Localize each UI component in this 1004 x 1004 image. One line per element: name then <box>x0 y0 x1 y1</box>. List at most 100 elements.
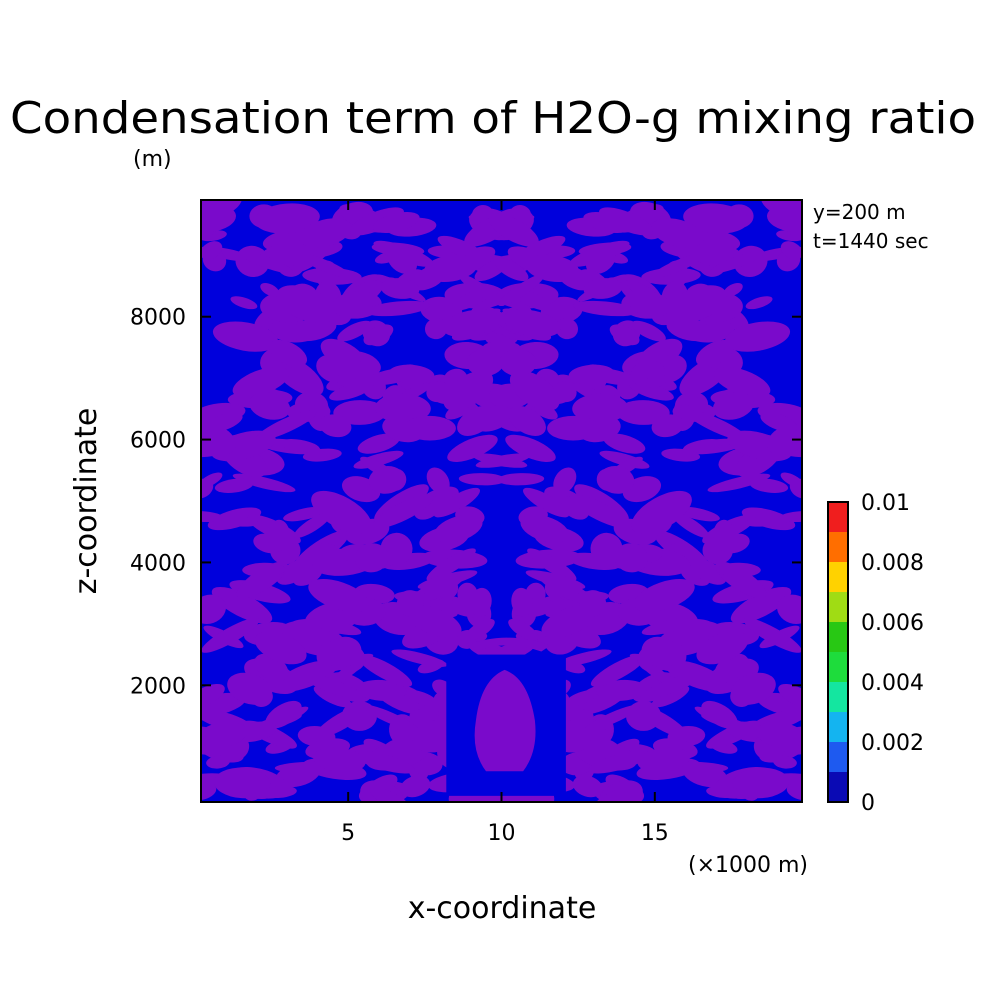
contour-blob <box>433 487 480 518</box>
contour-blob <box>372 211 420 234</box>
contour-blob <box>666 285 727 323</box>
colorbar-tick-label: 0.002 <box>861 731 924 756</box>
x-axis-label: x-coordinate <box>408 891 597 926</box>
contour-blob <box>499 349 537 377</box>
contour-blob <box>631 490 692 534</box>
contour-blob <box>260 282 280 297</box>
contour-blob <box>583 211 631 234</box>
contour-blob <box>400 775 431 798</box>
contour-blob <box>336 374 357 388</box>
contour-blob <box>370 787 411 802</box>
contour-blob <box>405 689 439 707</box>
colorbar-segment <box>828 712 848 742</box>
contour-blob <box>671 512 710 538</box>
x-tick-label: 10 <box>488 821 516 846</box>
contour-blob <box>743 617 802 653</box>
contour-blob <box>249 392 291 420</box>
contour-blob <box>201 204 236 233</box>
contour-blob <box>447 434 498 462</box>
y-tick-label: 8000 <box>130 306 186 331</box>
contour-blob <box>357 654 413 687</box>
contour-blob <box>434 514 483 543</box>
colorbar-segment <box>828 652 848 682</box>
contour-blob <box>585 248 616 275</box>
contour-blob <box>641 636 679 668</box>
contour-blob <box>701 700 738 729</box>
contour-blob <box>362 704 419 732</box>
contour-blob <box>696 631 749 665</box>
contour-blob <box>268 339 308 367</box>
contour-blob <box>319 414 352 438</box>
contour-blob <box>232 473 296 493</box>
contour-blob <box>767 424 802 456</box>
contour-blob <box>651 218 704 248</box>
colorbar-segment <box>828 622 848 652</box>
contour-blob <box>730 672 776 705</box>
contour-blob <box>265 700 302 729</box>
contour-blob <box>572 393 628 424</box>
cloud-cap <box>467 637 551 652</box>
contour-blob <box>458 273 505 307</box>
contour-blob <box>375 393 431 424</box>
contour-blob <box>426 548 476 582</box>
contour-blob <box>256 410 317 441</box>
contour-blob <box>426 467 450 494</box>
contour-blob <box>525 254 580 283</box>
contour-blob <box>777 594 802 624</box>
colorbar-tick-label: 0.004 <box>861 671 924 696</box>
contour-blob <box>555 318 579 340</box>
contour-blob <box>641 618 693 636</box>
colorbar-segment <box>828 562 848 592</box>
contour-blob <box>298 671 363 700</box>
contour-blob <box>205 412 243 432</box>
contour-blob <box>290 317 337 342</box>
contour-blob <box>730 586 792 624</box>
contour-blob <box>470 587 492 617</box>
contour-blob <box>365 300 431 317</box>
contour-blob <box>717 562 761 577</box>
contour-blob <box>508 618 539 641</box>
contour-blob <box>541 604 596 639</box>
contour-blob <box>254 203 320 234</box>
colorbar-tick-label: 0.01 <box>861 491 910 516</box>
colorbar-tick-label: 0.008 <box>861 551 924 576</box>
contour-blob <box>555 649 612 667</box>
contour-blob <box>646 374 667 388</box>
colorbar-frame <box>827 501 849 803</box>
contour-blob <box>293 512 332 538</box>
contour-blob <box>695 339 735 367</box>
contour-blob <box>227 672 273 705</box>
contour-blob <box>713 519 735 551</box>
contour-blob <box>412 720 457 753</box>
contour-blob <box>498 273 545 307</box>
contour-blob <box>380 278 420 299</box>
y-tick-label: 4000 <box>130 551 186 576</box>
contour-blob <box>349 207 404 236</box>
contour-blob <box>426 381 450 403</box>
contour-blob <box>732 767 789 799</box>
contour-blob <box>466 349 504 377</box>
contour-blob <box>387 248 418 275</box>
contour-blob <box>238 250 293 274</box>
annotation-t: t=1440 sec <box>813 229 929 253</box>
contour-blob <box>443 370 494 411</box>
contour-blob <box>603 433 646 454</box>
contour-blob <box>464 618 495 641</box>
contour-blob <box>767 204 802 233</box>
contour-blob <box>403 415 456 441</box>
contour-blob <box>283 506 327 522</box>
contour-blob <box>254 631 307 665</box>
contour-blob <box>661 448 701 462</box>
colorbar-segment <box>828 772 848 802</box>
contour-blob <box>525 570 586 590</box>
contour-blob <box>572 775 603 798</box>
contour-blob <box>417 570 478 590</box>
contour-blob <box>356 679 407 701</box>
contour-blob <box>488 213 539 247</box>
colorbar-segment <box>828 502 848 532</box>
contour-blob <box>494 258 529 282</box>
contour-blob <box>313 747 366 773</box>
contour-blob <box>391 649 448 667</box>
contour-blob <box>311 490 372 534</box>
contour-blob <box>201 782 217 801</box>
